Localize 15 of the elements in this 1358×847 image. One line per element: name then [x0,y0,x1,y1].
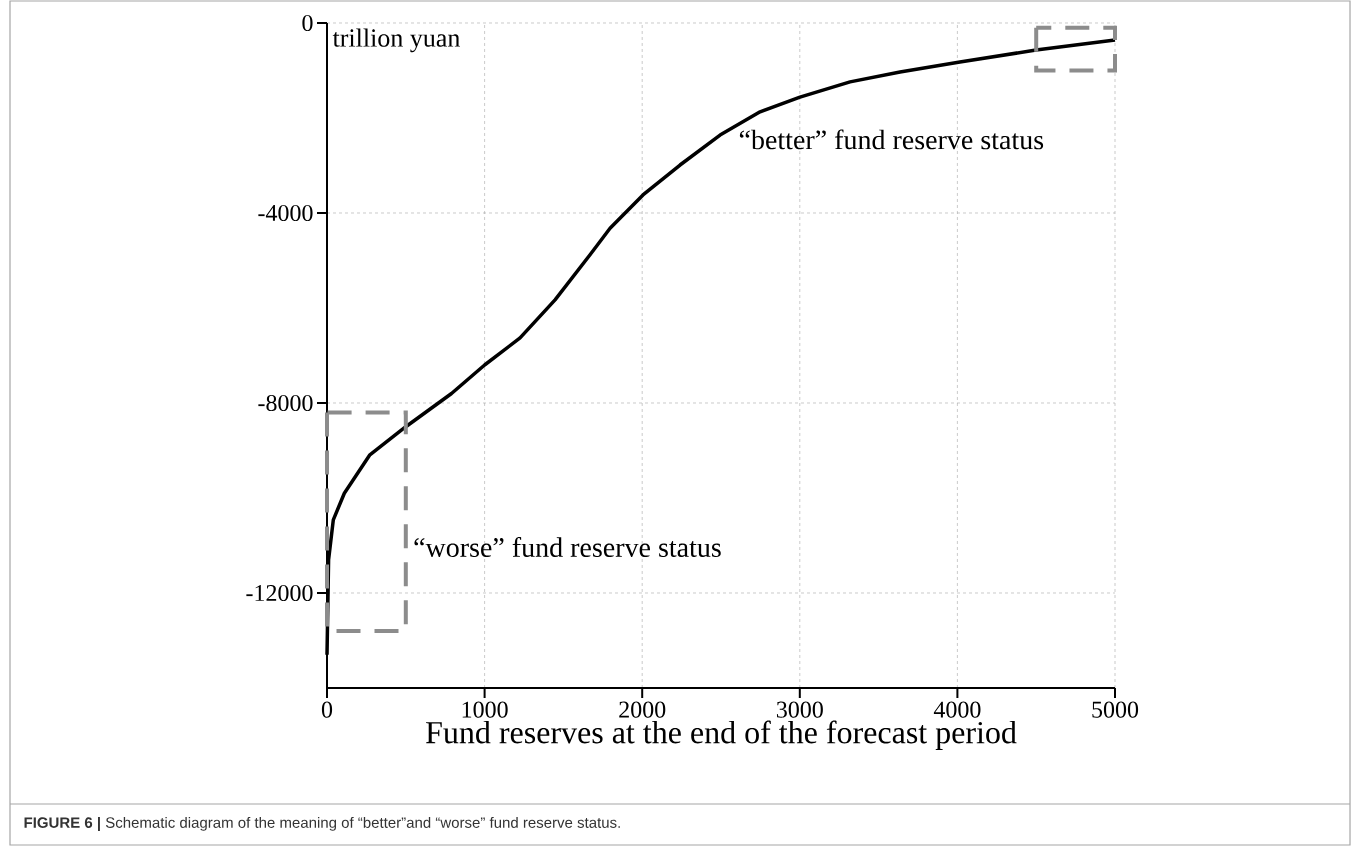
text: FIGURE 6 | Schematic diagram of the meaning of “better”and “worse” fund reserve status. [24,816,620,832]
y-tick-label: 0 [302,14,313,32]
x-tick-label: 2000 [619,701,666,718]
x-axis-title: Fund reserves at the end of the forecast period [426,720,1017,750]
y-tick-label: -12000 [246,584,313,602]
y-tick-label: -8000 [258,394,313,412]
x-tick-label: 3000 [776,701,823,718]
x-tick-label: 0 [321,701,333,718]
x-tick-label: 5000 [1092,701,1139,718]
y-tick-label: -4000 [258,204,313,222]
annotation: “worse” fund reserve status [414,537,721,557]
y-axis-title: trillion yuan [332,28,460,53]
x-tick-label: 1000 [462,701,508,718]
x-tick-label: 4000 [933,701,981,718]
annotation: “better” fund reserve status [739,129,1044,150]
